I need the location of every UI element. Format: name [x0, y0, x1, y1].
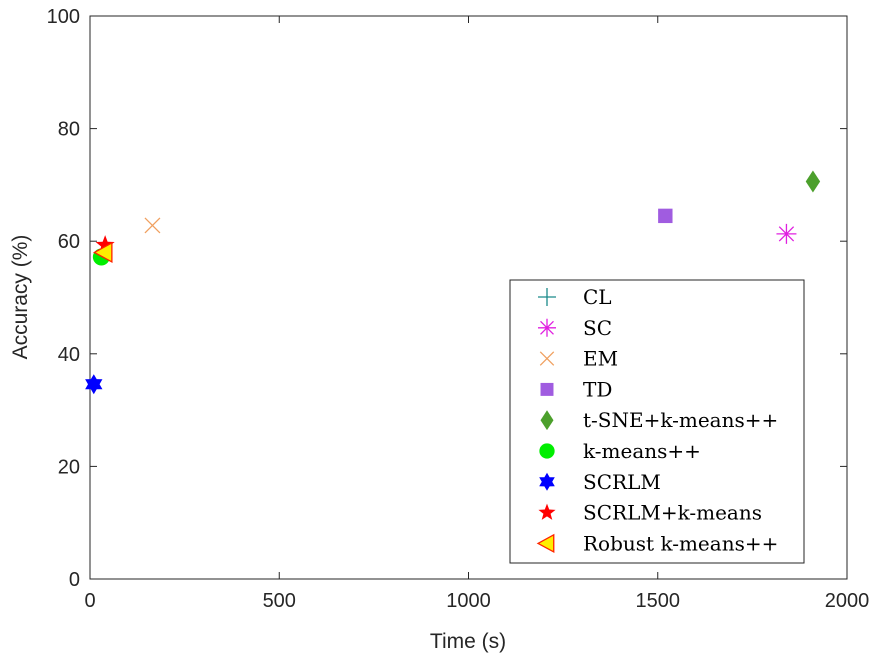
legend-entry-label: k-means++: [583, 439, 701, 463]
data-point-triangle-left: [93, 241, 113, 264]
legend-marker-triangle-left: [536, 533, 555, 554]
y-tick-label: 40: [58, 344, 80, 366]
legend-entry-label: EM: [583, 347, 618, 371]
legend-entry-label: TD: [583, 377, 612, 401]
legend-marker-hexagram: [539, 472, 555, 491]
x-tick-label: 1000: [446, 590, 491, 612]
y-tick-label: 0: [69, 569, 80, 591]
legend-box: [509, 279, 805, 564]
legend: CL SC EM TD t-SNE+k-means++ k-means++ SCRLM SCR…: [509, 279, 805, 564]
legend-entry-label: SCRLM: [583, 470, 661, 494]
legend-entry-label: CL: [583, 285, 612, 309]
legend-entry-label: SCRLM+k-means: [583, 501, 762, 525]
legend-marker-pentagram: [538, 503, 556, 520]
x-tick-label: 1500: [636, 590, 681, 612]
x-tick-label: 500: [263, 590, 296, 612]
data-point-asterisk: [776, 223, 797, 244]
legend-marker-plus: [538, 288, 556, 306]
y-tick-label: 20: [58, 456, 80, 478]
y-tick-label: 60: [58, 231, 80, 253]
data-point-hexagram: [85, 374, 103, 395]
legend-marker-circle: [539, 443, 555, 459]
legend-marker-square: [540, 382, 554, 396]
legend-marker-x: [539, 351, 555, 366]
data-point-x: [144, 217, 161, 234]
legend-marker-diamond: [540, 410, 554, 431]
y-tick-label: 80: [58, 119, 80, 141]
data-point-square: [658, 208, 673, 224]
legend-entry-label: SC: [583, 316, 612, 340]
axis-ticks: 0 500 1000 1500 2000 0 20 40 60 80 100: [47, 6, 870, 612]
y-axis-label: Accuracy (%): [9, 235, 32, 360]
y-tick-label: 100: [47, 6, 80, 28]
x-tick-label: 0: [84, 590, 95, 612]
data-point-diamond: [805, 170, 821, 193]
data-point-pentagram: [95, 235, 115, 254]
legend-entry-label: Robust k-means++: [583, 531, 778, 555]
x-axis-label: Time (s): [430, 630, 506, 653]
x-tick-label: 2000: [825, 590, 870, 612]
legend-marker-asterisk: [538, 318, 556, 337]
data-points: [85, 170, 821, 395]
legend-entry-label: t-SNE+k-means++: [583, 408, 778, 432]
